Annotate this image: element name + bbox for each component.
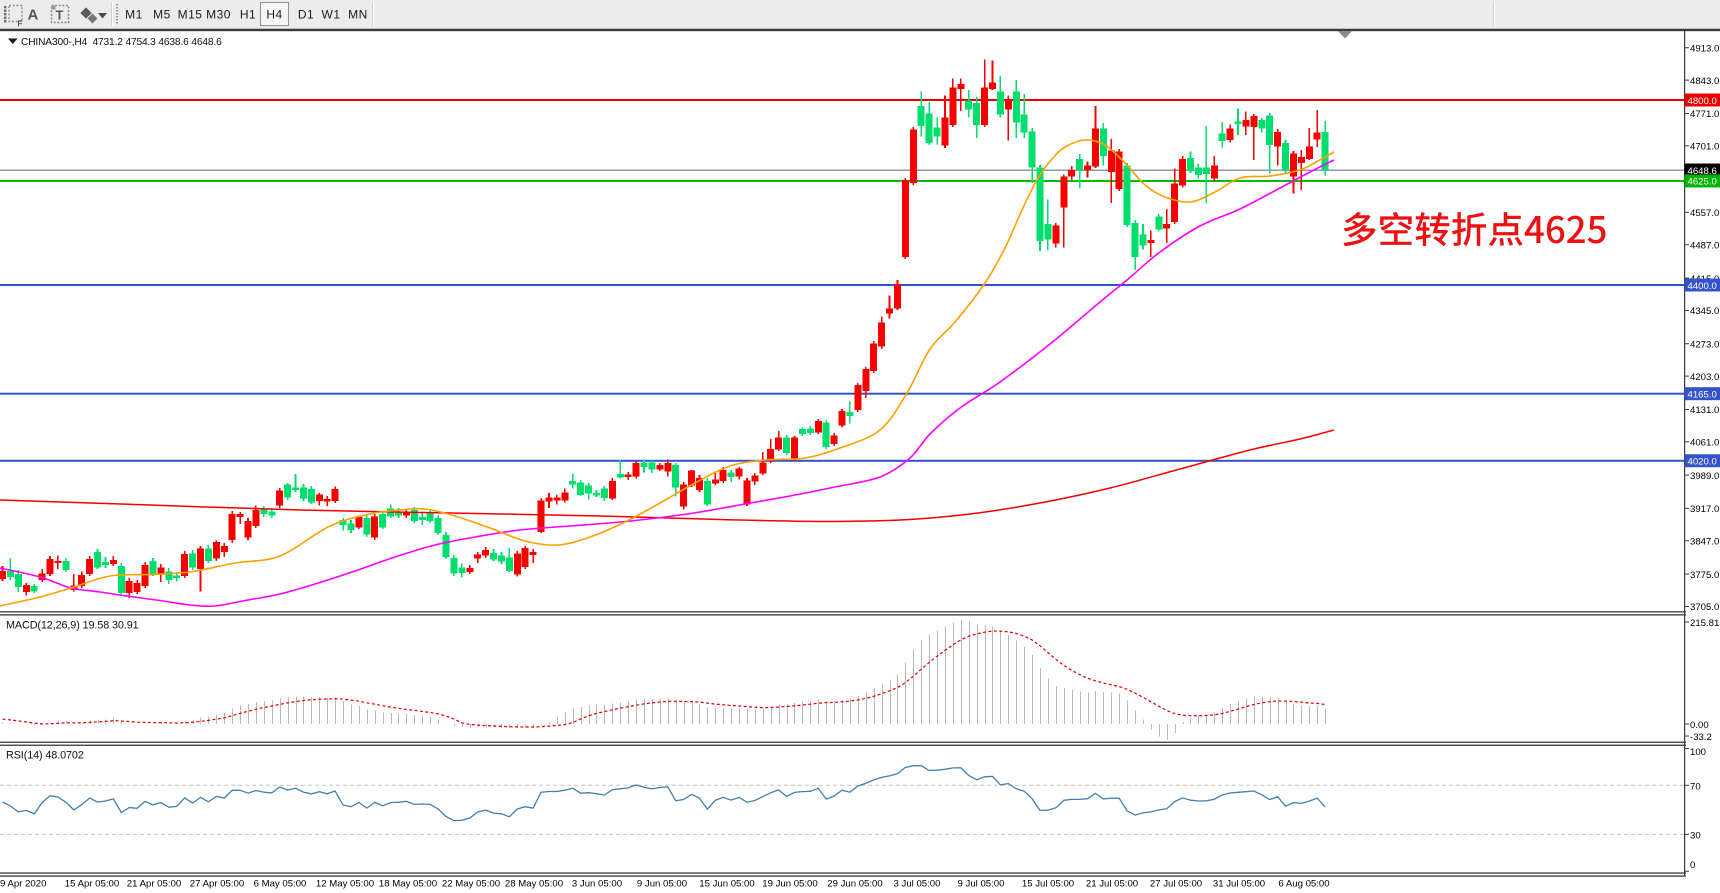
svg-text:29 Jun 05:00: 29 Jun 05:00 [827,879,882,890]
svg-text:21 Jul 05:00: 21 Jul 05:00 [1086,879,1138,890]
svg-text:12 May 05:00: 12 May 05:00 [316,879,374,890]
svg-text:9 Jul 05:00: 9 Jul 05:00 [958,879,1005,890]
svg-text:6 Aug 05:00: 6 Aug 05:00 [1278,879,1329,890]
svg-text:M15: M15 [178,8,203,22]
svg-text:18 May 05:00: 18 May 05:00 [379,879,437,890]
svg-text:70: 70 [1690,781,1701,792]
svg-text:30: 30 [1690,830,1701,841]
svg-text:4165.0: 4165.0 [1688,389,1717,400]
svg-text:9 Jun 05:00: 9 Jun 05:00 [637,879,687,890]
svg-text:M30: M30 [206,8,231,22]
svg-text:D1: D1 [298,8,314,22]
svg-text:M1: M1 [125,8,143,22]
svg-text:4203.0: 4203.0 [1690,372,1719,383]
svg-text:22 May 05:00: 22 May 05:00 [442,879,500,890]
svg-text:15 Jul 05:00: 15 Jul 05:00 [1022,879,1074,890]
svg-text:4273.0: 4273.0 [1690,340,1719,351]
svg-text:0.00: 0.00 [1690,720,1709,731]
svg-text:19 Jun 05:00: 19 Jun 05:00 [762,879,817,890]
svg-text:4061.0: 4061.0 [1690,438,1719,449]
svg-text:3 Jun 05:00: 3 Jun 05:00 [572,879,622,890]
svg-text:4771.0: 4771.0 [1690,109,1719,120]
svg-text:W1: W1 [322,8,341,22]
svg-text:4487.0: 4487.0 [1690,241,1719,252]
svg-text:6 May 05:00: 6 May 05:00 [254,879,307,890]
svg-text:3705.0: 3705.0 [1690,602,1719,613]
svg-text:4345.0: 4345.0 [1690,306,1719,317]
svg-text:4131.0: 4131.0 [1690,405,1719,416]
svg-text:9 Apr 2020: 9 Apr 2020 [0,879,46,890]
svg-text:MACD(12,26,9) 19.58 30.91: MACD(12,26,9) 19.58 30.91 [6,620,139,632]
svg-text:27 Apr 05:00: 27 Apr 05:00 [190,879,244,890]
svg-text:31 Jul 05:00: 31 Jul 05:00 [1213,879,1265,890]
svg-text:15 Jun 05:00: 15 Jun 05:00 [699,879,754,890]
svg-text:28 May 05:00: 28 May 05:00 [505,879,563,890]
svg-text:0: 0 [1690,860,1695,871]
svg-text:21 Apr 05:00: 21 Apr 05:00 [127,879,181,890]
svg-text:4913.0: 4913.0 [1690,44,1719,55]
svg-text:T: T [56,8,64,23]
svg-text:4400.0: 4400.0 [1688,281,1717,292]
svg-text:3775.0: 3775.0 [1690,570,1719,581]
svg-text:4557.0: 4557.0 [1690,208,1719,219]
svg-text:4843.0: 4843.0 [1690,76,1719,87]
svg-text:4701.0: 4701.0 [1690,142,1719,153]
svg-text:RSI(14) 48.0702: RSI(14) 48.0702 [6,750,84,762]
svg-text:100: 100 [1690,747,1706,758]
svg-text:F: F [18,19,23,29]
svg-text:15 Apr 05:00: 15 Apr 05:00 [65,879,119,890]
svg-text:3847.0: 3847.0 [1690,537,1719,548]
svg-text:H1: H1 [240,8,256,22]
svg-text:4020.0: 4020.0 [1688,457,1717,468]
svg-text:MN: MN [348,8,368,22]
svg-text:3917.0: 3917.0 [1690,504,1719,515]
svg-text:H4: H4 [266,8,282,22]
svg-text:4648.6: 4648.6 [1688,166,1717,177]
svg-text:4800.0: 4800.0 [1688,96,1717,107]
svg-text:3 Jul 05:00: 3 Jul 05:00 [894,879,941,890]
svg-text:CHINA300-,H4 4731.2 4754.3 46: CHINA300-,H4 4731.2 4754.3 4638.6 4648.6 [21,37,222,48]
svg-text:215.81: 215.81 [1690,618,1719,629]
svg-text:3989.0: 3989.0 [1690,471,1719,482]
svg-text:-33.2: -33.2 [1690,732,1712,743]
svg-text:4625.0: 4625.0 [1688,177,1717,188]
svg-text:27 Jul 05:00: 27 Jul 05:00 [1150,879,1202,890]
svg-text:A: A [28,7,39,24]
svg-text:M5: M5 [153,8,171,22]
